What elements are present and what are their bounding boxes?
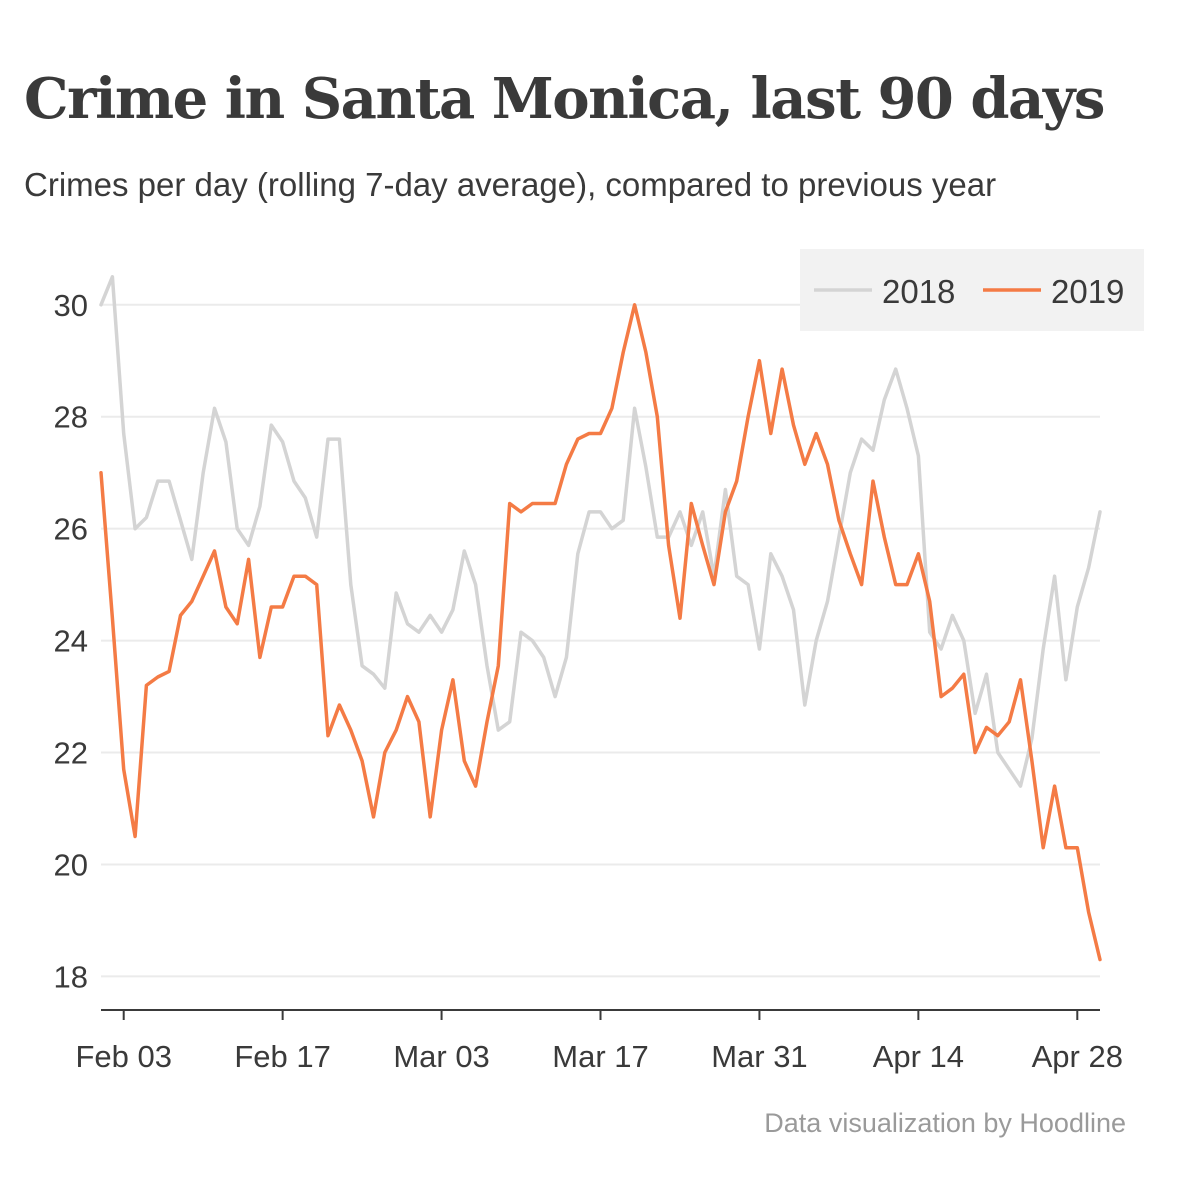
x-tick-label: Mar 17 [552, 1039, 648, 1074]
x-tick-label: Apr 28 [1032, 1039, 1123, 1074]
y-tick-label: 20 [54, 847, 88, 882]
gridlines [101, 303, 1100, 978]
x-axis: Feb 03 Feb 17 Mar 03 Mar 17 Mar 31 Apr 14 Apr … [75, 1009, 1123, 1074]
y-axis: 18 20 22 24 26 28 30 [54, 288, 88, 995]
legend-label-2019: 2019 [1051, 273, 1124, 310]
x-tick-label: Mar 31 [711, 1039, 807, 1074]
x-tick-label: Feb 03 [75, 1039, 172, 1074]
y-tick-label: 28 [54, 400, 88, 435]
series-lines [99, 275, 1102, 962]
legend: 2018 2019 [800, 249, 1144, 331]
series-line-2018 [99, 275, 1102, 788]
y-tick-label: 22 [54, 736, 88, 771]
x-tick-label: Apr 14 [873, 1039, 964, 1074]
x-tick-label: Mar 03 [393, 1039, 489, 1074]
legend-label-2018: 2018 [882, 273, 955, 310]
credit-text: Data visualization by Hoodline [764, 1108, 1126, 1138]
y-tick-label: 24 [54, 624, 88, 659]
y-tick-label: 30 [54, 288, 88, 323]
x-tick-label: Feb 17 [234, 1039, 331, 1074]
series-line-2019 [99, 303, 1102, 962]
chart-title: Crime in Santa Monica, last 90 days [24, 66, 1105, 132]
y-tick-label: 26 [54, 512, 88, 547]
y-tick-label: 18 [54, 959, 88, 994]
chart-subtitle: Crimes per day (rolling 7-day average), … [24, 166, 997, 203]
